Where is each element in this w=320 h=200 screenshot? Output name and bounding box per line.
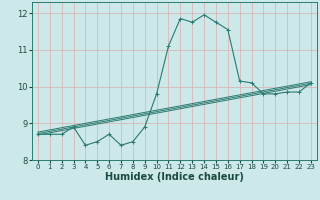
X-axis label: Humidex (Indice chaleur): Humidex (Indice chaleur) (105, 172, 244, 182)
